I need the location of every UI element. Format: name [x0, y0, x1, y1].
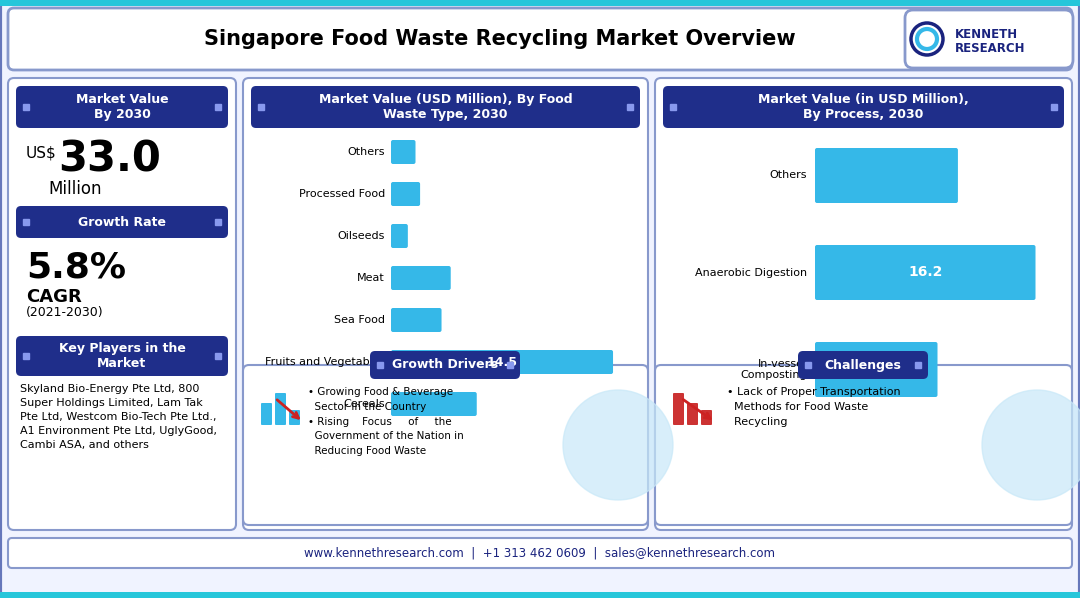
- FancyBboxPatch shape: [0, 592, 1080, 598]
- Text: Singapore Food Waste Recycling Market Overview: Singapore Food Waste Recycling Market Ov…: [204, 29, 796, 49]
- Text: Key Players in the
Market: Key Players in the Market: [58, 342, 186, 370]
- Text: Anaerobic Digestion: Anaerobic Digestion: [694, 267, 807, 277]
- FancyBboxPatch shape: [654, 365, 1072, 525]
- Text: 14.5: 14.5: [486, 355, 517, 368]
- Text: 5.8%: 5.8%: [26, 250, 126, 284]
- FancyBboxPatch shape: [673, 393, 684, 425]
- FancyBboxPatch shape: [798, 351, 928, 379]
- Circle shape: [982, 390, 1080, 500]
- Circle shape: [563, 390, 673, 500]
- FancyBboxPatch shape: [391, 350, 613, 374]
- Text: 16.2: 16.2: [908, 266, 943, 279]
- Text: In-vessel
Composting: In-vessel Composting: [741, 359, 807, 380]
- Text: Meat: Meat: [357, 273, 384, 283]
- FancyBboxPatch shape: [8, 8, 1072, 70]
- Text: • Growing Food & Beverage
  Sector in the Country
• Rising    Focus     of     t: • Growing Food & Beverage Sector in the …: [308, 387, 463, 456]
- FancyBboxPatch shape: [815, 245, 1036, 300]
- Text: Market Value (USD Million), By Food
Waste Type, 2030: Market Value (USD Million), By Food Wast…: [319, 93, 572, 121]
- FancyBboxPatch shape: [251, 86, 640, 128]
- Text: Oilseeds: Oilseeds: [338, 231, 384, 241]
- FancyBboxPatch shape: [16, 336, 228, 376]
- FancyBboxPatch shape: [391, 224, 408, 248]
- FancyBboxPatch shape: [391, 392, 476, 416]
- Text: Market Value
By 2030: Market Value By 2030: [76, 93, 168, 121]
- FancyBboxPatch shape: [815, 148, 958, 203]
- Text: • Lack of Proper Transportation
  Methods for Food Waste
  Recycling: • Lack of Proper Transportation Methods …: [727, 387, 901, 426]
- FancyBboxPatch shape: [289, 410, 300, 425]
- Text: Growth Rate: Growth Rate: [78, 215, 166, 228]
- Circle shape: [912, 23, 943, 55]
- FancyBboxPatch shape: [654, 78, 1072, 530]
- Text: Fruits and Vegetables: Fruits and Vegetables: [265, 357, 384, 367]
- FancyBboxPatch shape: [243, 78, 648, 530]
- Text: RESEARCH: RESEARCH: [955, 42, 1026, 56]
- Text: US$: US$: [26, 146, 57, 161]
- Text: Processed Food: Processed Food: [299, 189, 384, 199]
- Text: KENNETH: KENNETH: [955, 29, 1018, 41]
- FancyBboxPatch shape: [391, 182, 420, 206]
- Text: Others: Others: [348, 147, 384, 157]
- FancyBboxPatch shape: [687, 403, 698, 425]
- Text: Others: Others: [769, 170, 807, 181]
- FancyBboxPatch shape: [8, 78, 237, 530]
- Text: Sea Food: Sea Food: [334, 315, 384, 325]
- Text: Skyland Bio-Energy Pte Ltd, 800
Super Holdings Limited, Lam Tak
Pte Ltd, Westcom: Skyland Bio-Energy Pte Ltd, 800 Super Ho…: [21, 384, 217, 450]
- Text: Cereals: Cereals: [343, 399, 384, 409]
- FancyBboxPatch shape: [663, 86, 1064, 128]
- FancyBboxPatch shape: [391, 308, 442, 332]
- Text: Market Value (in USD Million),
By Process, 2030: Market Value (in USD Million), By Proces…: [758, 93, 969, 121]
- FancyBboxPatch shape: [391, 266, 450, 290]
- Text: www.kennethresearch.com  |  +1 313 462 0609  |  sales@kennethresearch.com: www.kennethresearch.com | +1 313 462 060…: [305, 547, 775, 560]
- FancyBboxPatch shape: [815, 342, 937, 397]
- FancyBboxPatch shape: [261, 403, 272, 425]
- FancyBboxPatch shape: [391, 140, 416, 164]
- Text: (2021-2030): (2021-2030): [26, 306, 104, 319]
- FancyBboxPatch shape: [275, 393, 286, 425]
- FancyBboxPatch shape: [16, 86, 228, 128]
- FancyBboxPatch shape: [905, 10, 1074, 68]
- FancyBboxPatch shape: [16, 206, 228, 238]
- Text: Challenges: Challenges: [824, 358, 902, 371]
- Text: CAGR: CAGR: [26, 288, 82, 306]
- Text: 33.0: 33.0: [58, 138, 161, 180]
- FancyBboxPatch shape: [370, 351, 519, 379]
- Text: Growth Drivers: Growth Drivers: [392, 358, 498, 371]
- FancyBboxPatch shape: [701, 410, 712, 425]
- FancyBboxPatch shape: [0, 0, 1080, 6]
- FancyBboxPatch shape: [243, 365, 648, 525]
- FancyBboxPatch shape: [8, 538, 1072, 568]
- Text: Million: Million: [48, 180, 102, 198]
